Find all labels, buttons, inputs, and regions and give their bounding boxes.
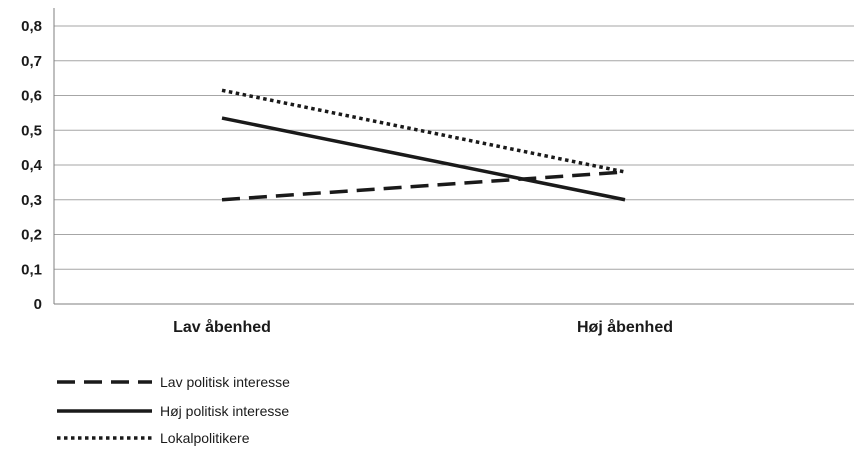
y-tick-label: 0,3 — [21, 192, 42, 209]
y-tick-label: 0,6 — [21, 88, 42, 105]
series-line-3 — [221, 88, 626, 174]
y-tick-label: 0,2 — [21, 227, 42, 244]
y-tick-label: 0 — [34, 296, 42, 313]
series-line-2 — [221, 116, 626, 202]
legend: Lav politisk interesse Høj politisk inter… — [57, 374, 290, 446]
legend-label: Høj politisk interesse — [160, 403, 289, 419]
x-category-labels: Lav åbenhed Høj åbenhed — [173, 318, 673, 336]
y-tick-label: 0,5 — [21, 122, 42, 139]
x-category-label: Høj åbenhed — [577, 318, 673, 336]
y-tick-label: 0,8 — [21, 18, 42, 35]
y-tick-label: 0,1 — [21, 261, 42, 278]
data-series — [221, 88, 626, 202]
y-tick-labels: 0 0,1 0,2 0,3 0,4 0,5 0,6 0,7 0,8 — [21, 18, 43, 313]
series-line-1 — [221, 170, 626, 202]
gridlines — [54, 25, 854, 270]
y-tick-label: 0,7 — [21, 53, 42, 70]
y-tick-label: 0,4 — [21, 157, 43, 174]
x-category-label: Lav åbenhed — [173, 318, 271, 336]
legend-label: Lokalpolitikere — [160, 430, 250, 446]
legend-label: Lav politisk interesse — [160, 374, 290, 390]
axes — [53, 8, 854, 305]
